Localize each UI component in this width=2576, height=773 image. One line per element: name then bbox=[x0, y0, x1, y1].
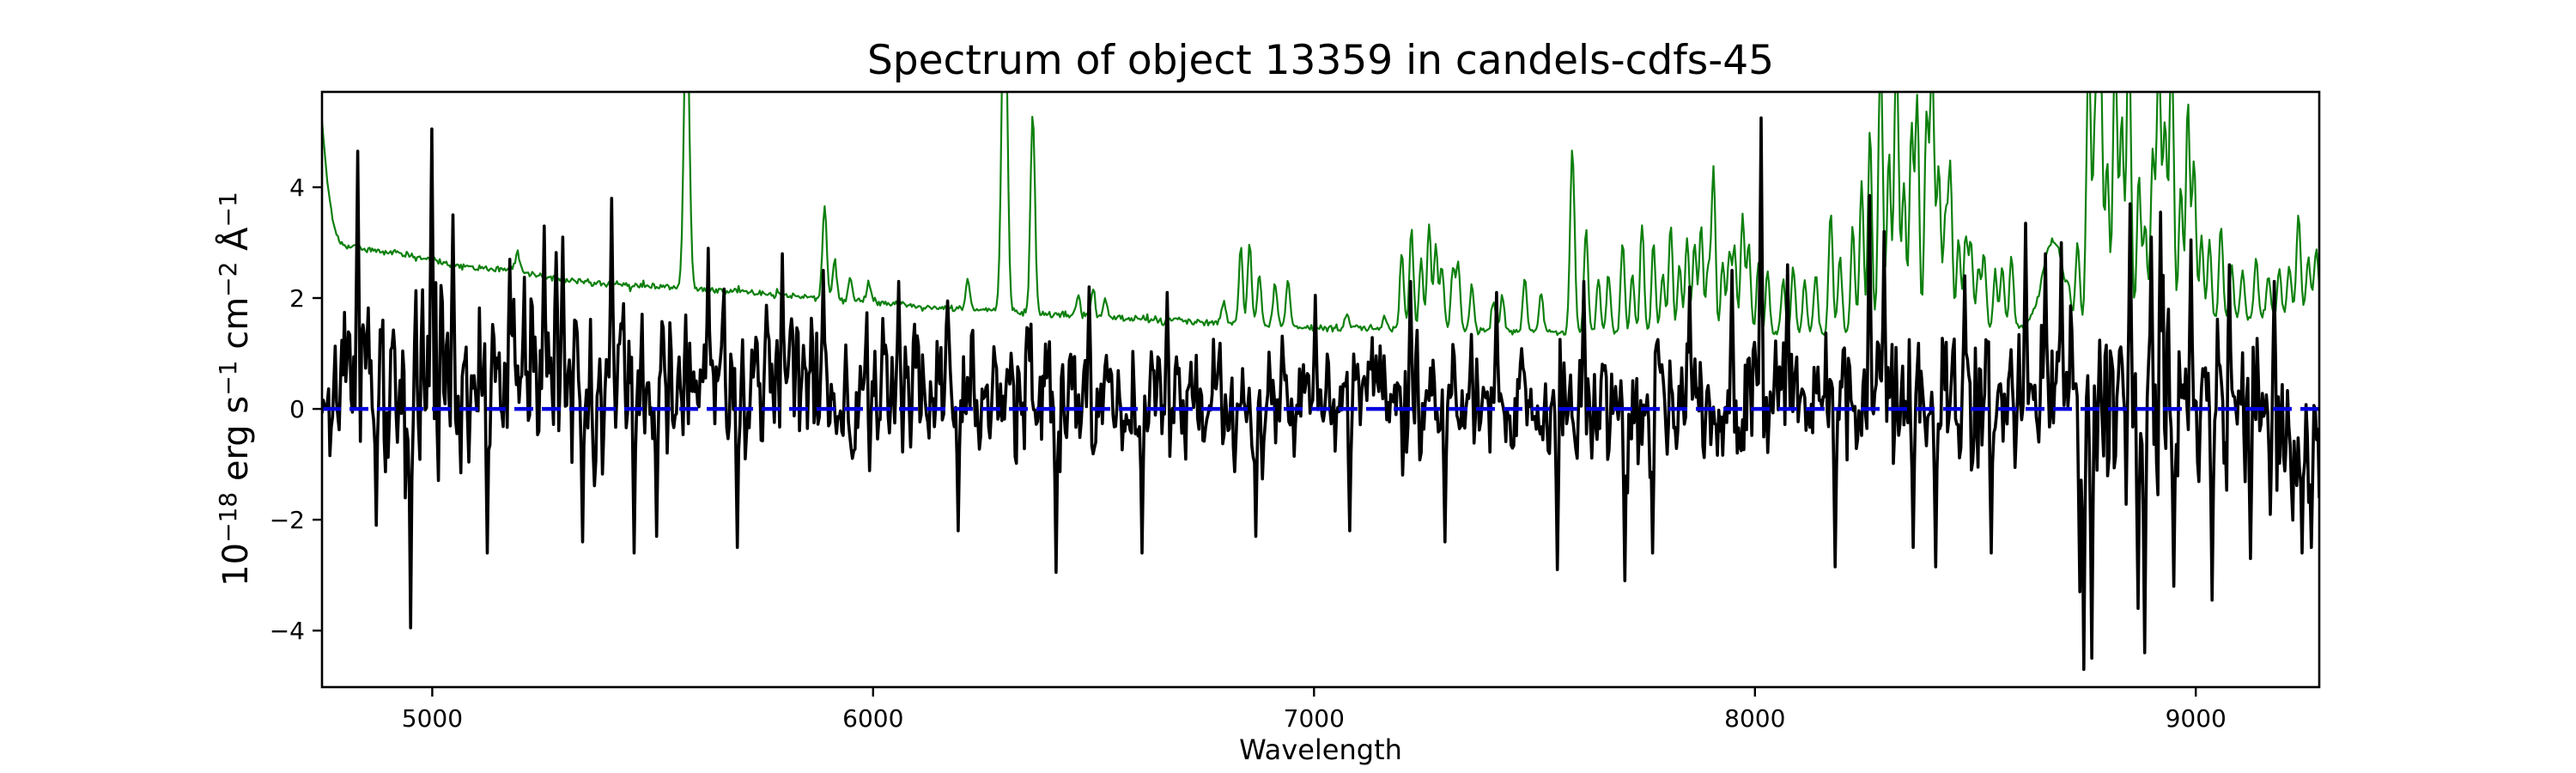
x-tick-label: 6000 bbox=[842, 704, 903, 733]
y-tick-label: −2 bbox=[270, 506, 305, 534]
x-tick-label: 8000 bbox=[1724, 704, 1785, 733]
x-axis-label: Wavelength bbox=[1239, 733, 1402, 766]
x-tick-label: 7000 bbox=[1284, 704, 1345, 733]
y-tick-label: 2 bbox=[289, 284, 305, 313]
y-axis-ticks: 4 2 0 −2 −4 bbox=[270, 173, 322, 645]
x-tick-label: 9000 bbox=[2166, 704, 2227, 733]
plot-title: Spectrum of object 13359 in candels-cdfs… bbox=[867, 37, 1774, 84]
y-tick-label: 4 bbox=[289, 173, 305, 202]
x-tick-label: 5000 bbox=[402, 704, 463, 733]
noise-spectrum-line bbox=[322, 92, 2319, 337]
y-tick-label: −4 bbox=[270, 617, 305, 645]
plot-data-area bbox=[322, 92, 2319, 672]
y-tick-label: 0 bbox=[289, 395, 305, 423]
flux-spectrum-line bbox=[322, 116, 2319, 672]
y-axis-label: 10−18 erg s−1 cm−2 Å−1 bbox=[214, 192, 256, 587]
plot-frame bbox=[320, 90, 2321, 689]
x-axis-ticks: 5000 6000 7000 8000 9000 bbox=[402, 687, 2227, 733]
